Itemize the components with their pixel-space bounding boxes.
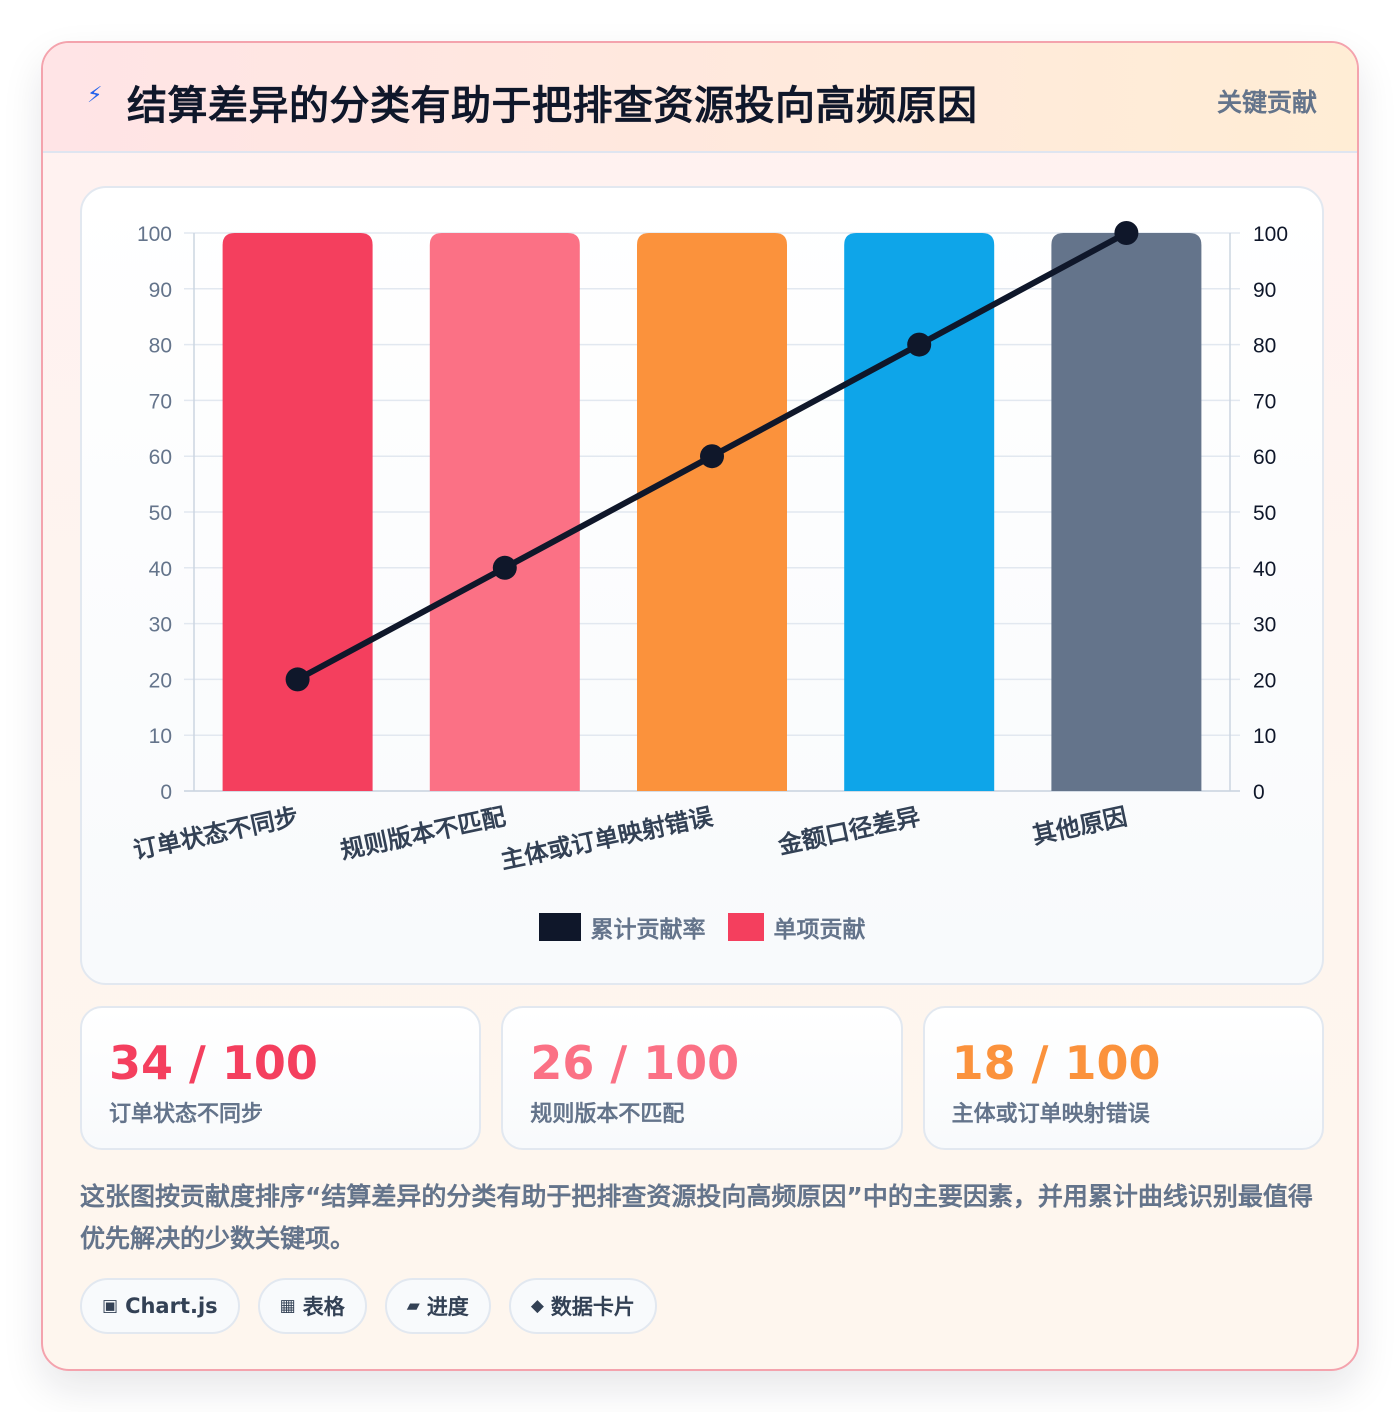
chart-description: 这张图按贡献度排序“结算差异的分类有助于把排查资源投向高频原因”中的主要因素，并… bbox=[80, 1182, 1313, 1253]
bar bbox=[1051, 233, 1202, 791]
chart-panel: 0 10 20 30 40 50 60 70 80 90 100 0 10 20 30 40 50 60 70 80 9… bbox=[80, 186, 1324, 985]
card-header: ⚡ 结算差异的分类有助于把排查资源投向高频原因 关键贡献 bbox=[43, 43, 1357, 153]
chart-card: ⚡ 结算差异的分类有助于把排查资源投向高频原因 关键贡献 0 10 20 30 40 50… bbox=[41, 41, 1359, 1371]
stat-card: 34 / 100 订单状态不同步 bbox=[80, 1006, 482, 1150]
y-tick-label: 0 bbox=[160, 781, 172, 804]
y-tick-label: 50 bbox=[149, 502, 172, 525]
chip-table[interactable]: ▦ 表格 bbox=[257, 1278, 367, 1334]
page-title: 结算差异的分类有助于把排查资源投向高频原因 bbox=[127, 83, 978, 129]
x-tick-label: 规则版本不匹配 bbox=[338, 803, 508, 864]
y-tick-label: 70 bbox=[149, 390, 172, 413]
stat-value: 18 / 100 bbox=[951, 1036, 1161, 1090]
bar bbox=[844, 233, 995, 791]
y2-tick-label: 50 bbox=[1253, 502, 1276, 525]
stat-value: 26 / 100 bbox=[530, 1036, 740, 1090]
cumulative-point bbox=[492, 555, 517, 580]
y-tick-label: 90 bbox=[149, 279, 172, 302]
y-tick-label: 100 bbox=[137, 223, 172, 246]
stat-card: 26 / 100 规则版本不匹配 bbox=[501, 1006, 903, 1150]
y-tick-label: 60 bbox=[149, 446, 172, 469]
cumulative-point bbox=[700, 444, 724, 469]
chip-progress[interactable]: ▰ 进度 bbox=[384, 1278, 491, 1334]
cumulative-point bbox=[285, 667, 310, 692]
legend-swatch-cumulative bbox=[538, 913, 581, 941]
legend-label-single: 单项贡献 bbox=[773, 917, 866, 943]
y-tick-label: 10 bbox=[149, 725, 172, 748]
chip-chartjs[interactable]: ▣ Chart.js bbox=[80, 1278, 240, 1334]
y2-tick-label: 0 bbox=[1253, 781, 1265, 804]
y2-tick-label: 10 bbox=[1253, 725, 1276, 748]
legend-item-cumulative[interactable]: 累计贡献率 bbox=[538, 910, 706, 944]
x-tick-label: 其他原因 bbox=[1030, 803, 1130, 849]
bar bbox=[222, 233, 373, 791]
y2-tick-label: 80 bbox=[1253, 335, 1276, 358]
header-tag: 关键贡献 bbox=[1216, 88, 1317, 117]
stat-label: 订单状态不同步 bbox=[109, 1102, 264, 1127]
legend-label-cumulative: 累计贡献率 bbox=[590, 917, 706, 943]
tech-chips: ▣ Chart.js ▦ 表格 ▰ 进度 ◆ 数据卡片 bbox=[80, 1278, 657, 1334]
y2-tick-label: 70 bbox=[1253, 390, 1276, 413]
stat-value: 34 / 100 bbox=[109, 1036, 318, 1090]
legend-item-single[interactable]: 单项贡献 bbox=[727, 910, 866, 944]
chip-label: 进度 bbox=[426, 1295, 469, 1319]
chart-icon: ▣ bbox=[102, 1296, 119, 1316]
bar bbox=[429, 233, 580, 791]
x-tick-label: 主体或订单映射错误 bbox=[498, 803, 716, 875]
y-tick-label: 30 bbox=[149, 614, 172, 637]
chip-label: Chart.js bbox=[125, 1294, 218, 1318]
cumulative-point bbox=[1114, 221, 1139, 245]
y-tick-label: 20 bbox=[149, 669, 172, 692]
y2-tick-label: 100 bbox=[1253, 223, 1288, 246]
pareto-chart: 0 10 20 30 40 50 60 70 80 90 100 0 10 20 30 40 50 60 70 80 9… bbox=[131, 221, 1288, 875]
progress-icon: ▰ bbox=[406, 1296, 420, 1316]
chip-label: 表格 bbox=[302, 1295, 345, 1319]
x-tick-label: 金额口径差异 bbox=[775, 802, 923, 860]
y2-tick-label: 30 bbox=[1253, 614, 1276, 637]
data-card-icon: ◆ bbox=[530, 1296, 544, 1316]
stat-card: 18 / 100 主体或订单映射错误 bbox=[922, 1006, 1324, 1150]
table-icon: ▦ bbox=[279, 1296, 296, 1316]
legend-swatch-single bbox=[727, 913, 764, 941]
chip-label: 数据卡片 bbox=[550, 1295, 635, 1319]
stat-label: 规则版本不匹配 bbox=[530, 1102, 685, 1127]
bar bbox=[637, 233, 787, 791]
stat-label: 主体或订单映射错误 bbox=[951, 1102, 1150, 1127]
lightning-icon: ⚡ bbox=[87, 83, 103, 108]
y2-tick-label: 60 bbox=[1253, 446, 1276, 469]
chip-data-card[interactable]: ◆ 数据卡片 bbox=[508, 1278, 657, 1334]
y2-tick-label: 20 bbox=[1253, 669, 1276, 692]
y-tick-label: 80 bbox=[149, 335, 172, 358]
stat-cards: 34 / 100 订单状态不同步 26 / 100 规则版本不匹配 18 / 1… bbox=[80, 1006, 1324, 1150]
chart-legend: 累计贡献率 单项贡献 bbox=[82, 910, 1322, 944]
y-tick-label: 40 bbox=[149, 558, 172, 581]
x-tick-label: 订单状态不同步 bbox=[131, 802, 301, 864]
cumulative-point bbox=[907, 332, 932, 357]
y2-tick-label: 40 bbox=[1253, 558, 1276, 581]
y2-tick-label: 90 bbox=[1253, 279, 1276, 302]
